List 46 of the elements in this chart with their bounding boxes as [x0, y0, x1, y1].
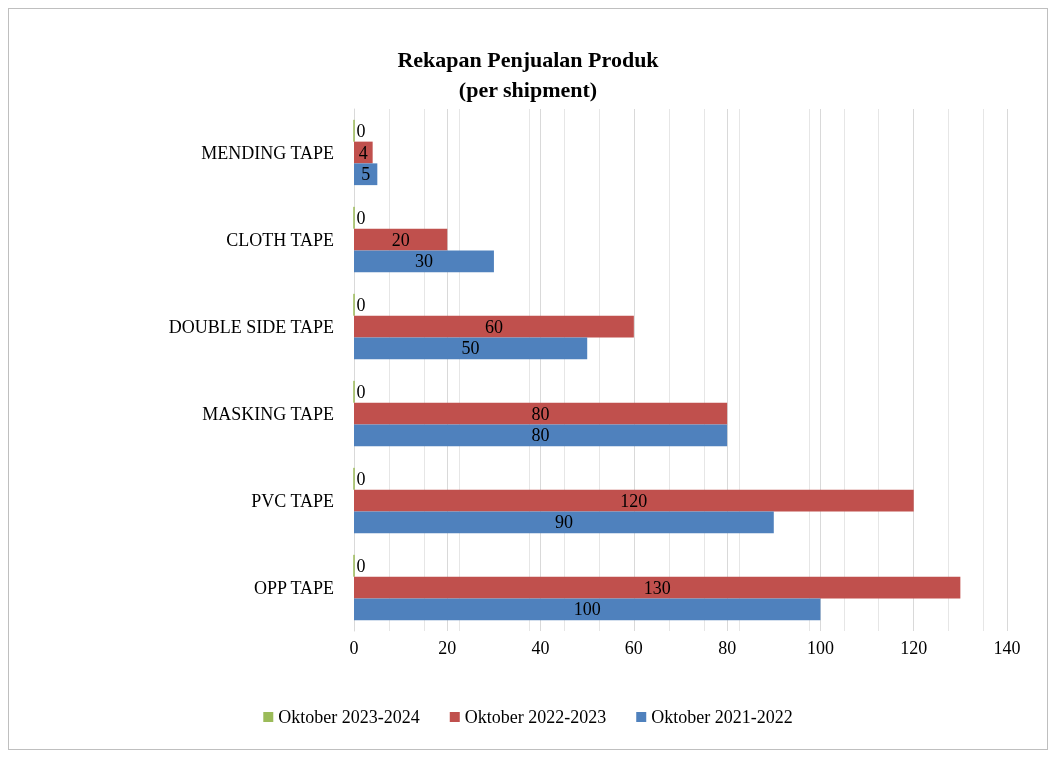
- data-label: 0: [356, 120, 366, 141]
- data-label: 0: [356, 555, 366, 576]
- bar: [354, 250, 494, 273]
- y-tick-label: CLOTH TAPE: [226, 229, 334, 250]
- bar: [354, 337, 588, 360]
- data-label: 120: [620, 490, 648, 511]
- bar: [354, 489, 914, 512]
- y-tick-label: MENDING TAPE: [201, 142, 334, 163]
- data-label: 130: [643, 577, 671, 598]
- y-tick-label: OPP TAPE: [253, 577, 334, 598]
- y-tick-label: PVC TAPE: [251, 490, 334, 511]
- data-label: 90: [554, 512, 573, 533]
- data-label: 5: [361, 164, 371, 185]
- legend-label: Oktober 2023-2024: [278, 707, 420, 727]
- data-label: 60: [484, 316, 503, 337]
- data-label: 80: [531, 425, 550, 446]
- bar: [354, 598, 821, 621]
- y-tick-label: DOUBLE SIDE TAPE: [168, 316, 334, 337]
- legend-label: Oktober 2022-2023: [464, 707, 607, 727]
- x-tick-label: 100: [806, 638, 834, 658]
- x-tick-label: 20: [438, 638, 457, 658]
- data-label: 20: [391, 229, 410, 250]
- data-label: 80: [531, 403, 550, 424]
- data-label: 100: [573, 599, 601, 620]
- y-tick-label: MASKING TAPE: [202, 403, 334, 424]
- data-label: 4: [358, 142, 368, 163]
- data-label: 50: [461, 338, 480, 359]
- legend-label: Oktober 2021-2022: [651, 707, 793, 727]
- data-label: 0: [356, 468, 366, 489]
- bar: [354, 402, 728, 425]
- x-tick-label: 40: [531, 638, 550, 658]
- bar: [354, 576, 961, 599]
- bar: [354, 424, 728, 447]
- data-label: 0: [356, 207, 366, 228]
- x-tick-label: 80: [718, 638, 737, 658]
- x-tick-label: 140: [993, 638, 1021, 658]
- chart-title: Rekapan Penjualan Produk (per shipment): [397, 46, 660, 102]
- bar: [354, 315, 634, 338]
- x-tick-label: 120: [900, 638, 928, 658]
- data-label: 0: [356, 294, 366, 315]
- bar: [354, 228, 448, 251]
- x-tick-label: 0: [349, 638, 359, 658]
- data-label: 30: [414, 251, 433, 272]
- bar: [354, 511, 774, 534]
- data-label: 0: [356, 381, 366, 402]
- x-tick-label: 60: [624, 638, 643, 658]
